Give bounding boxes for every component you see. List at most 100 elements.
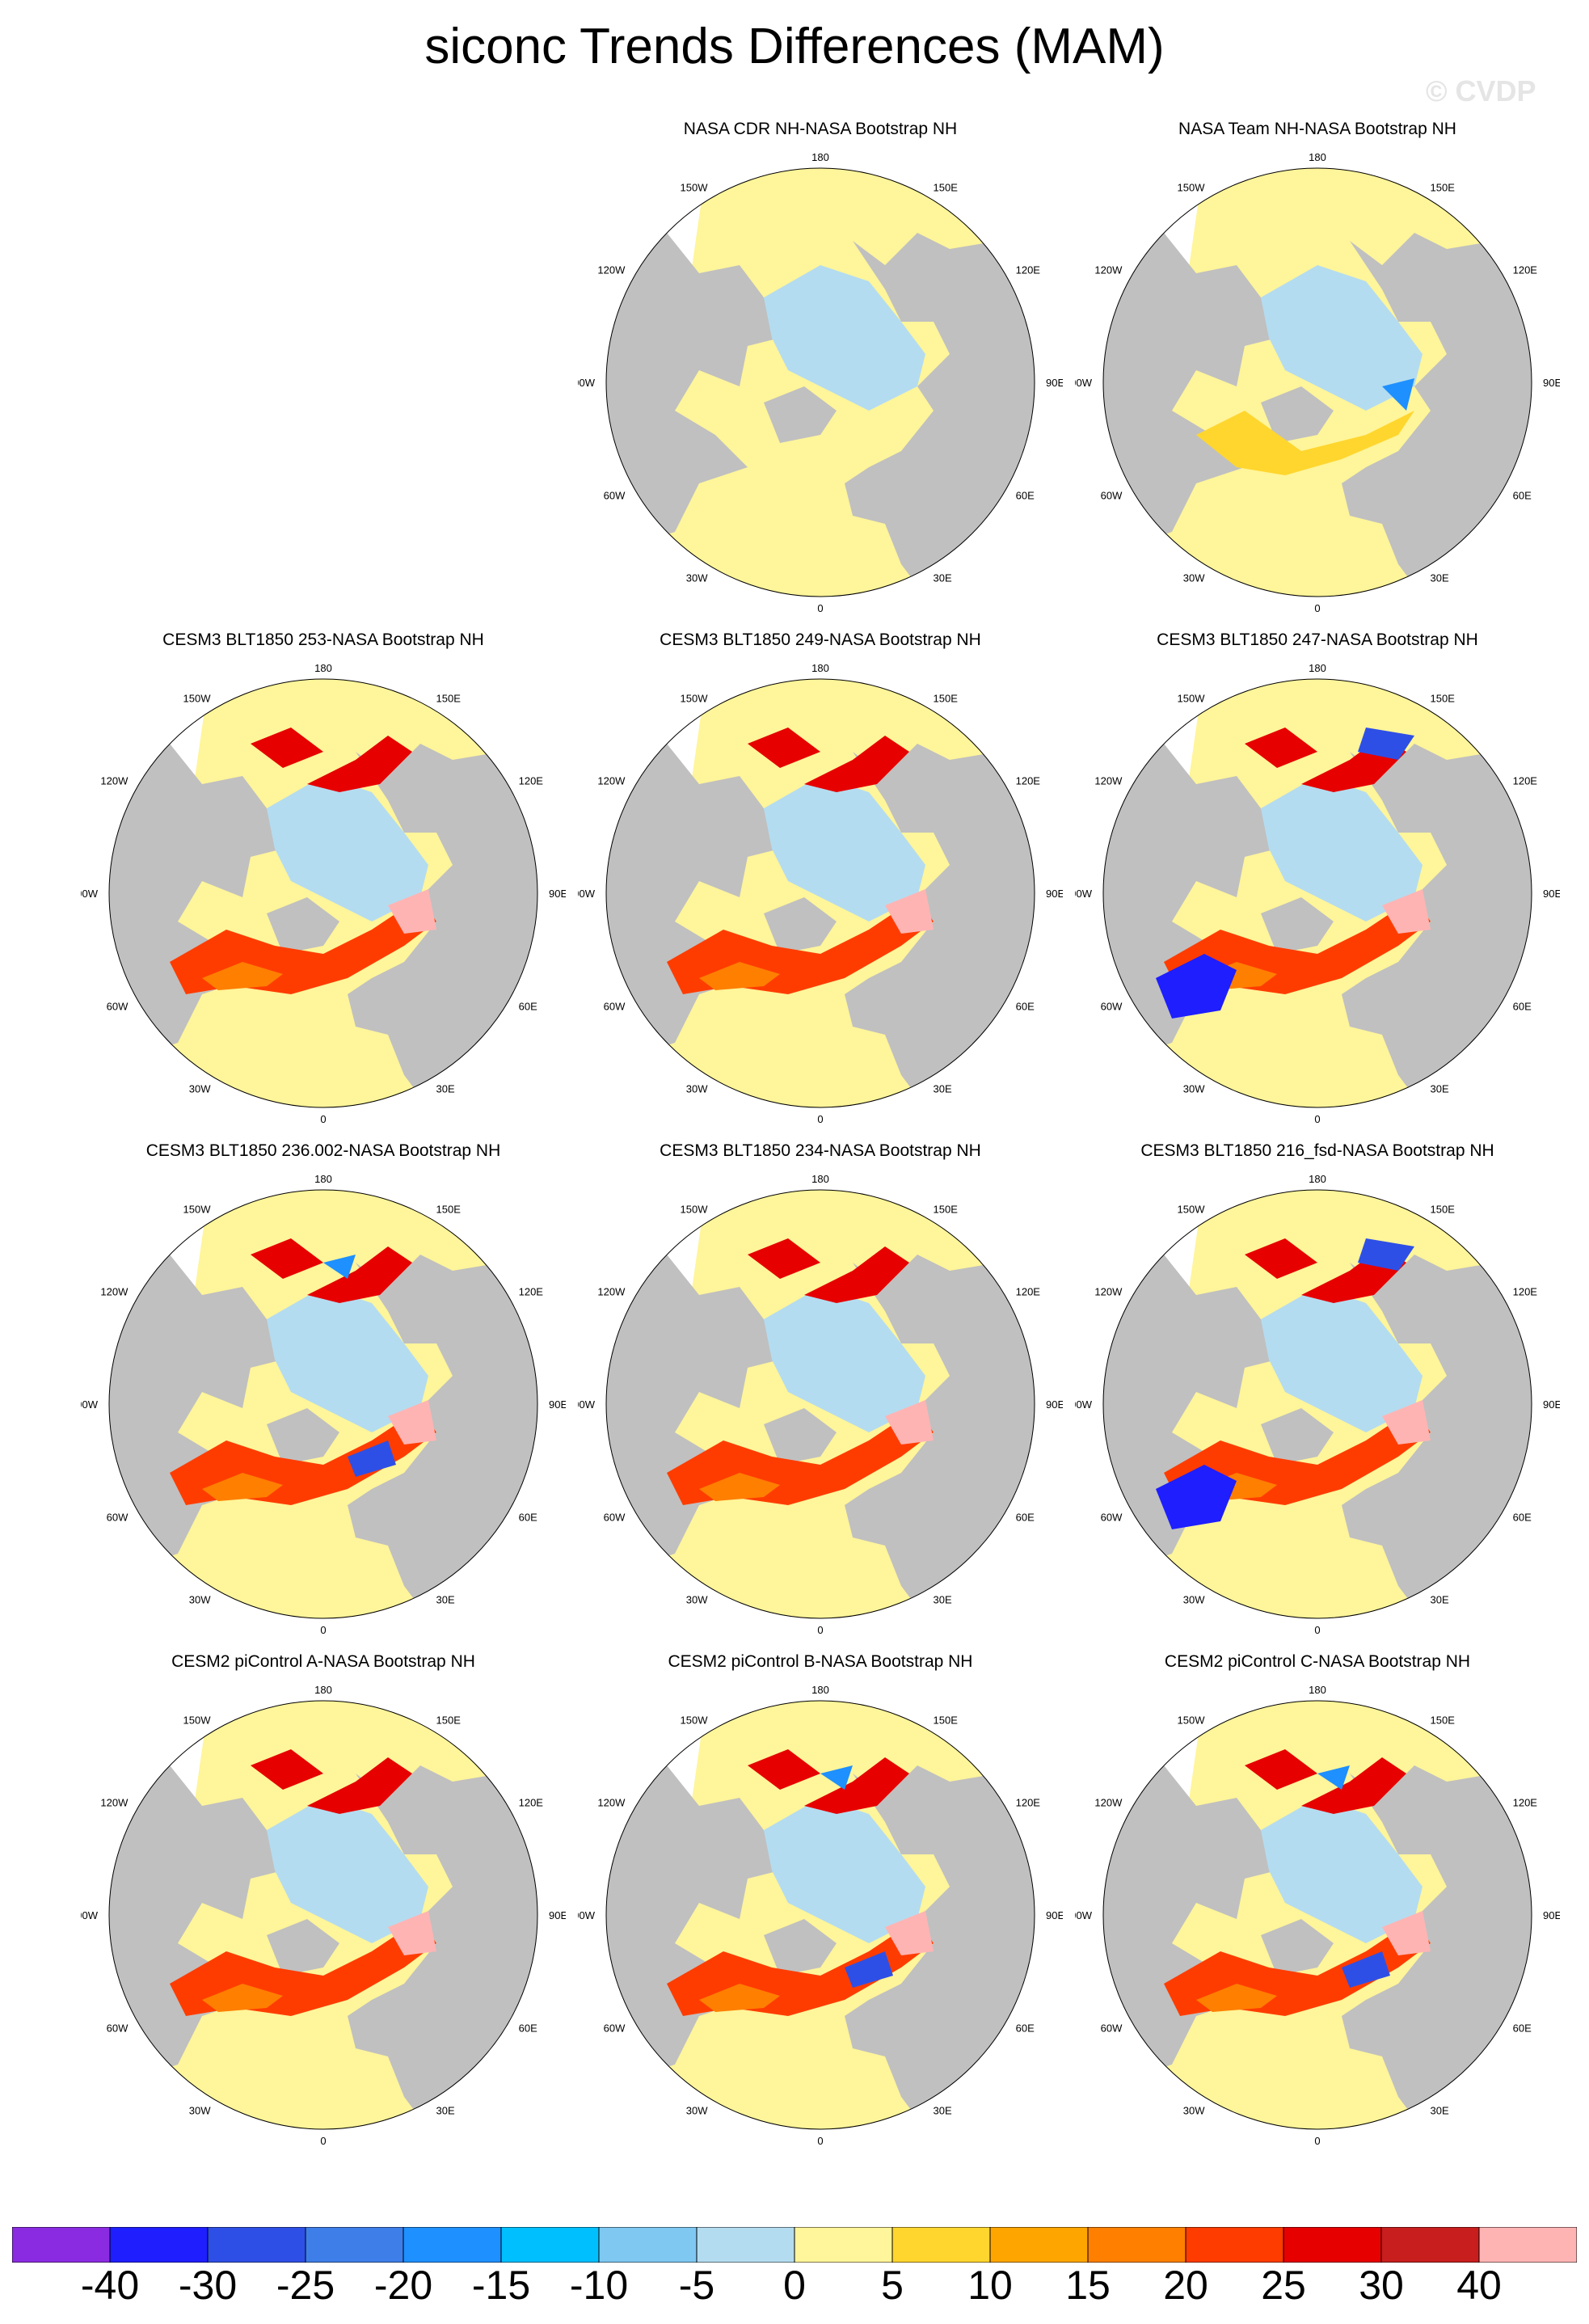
lon-label-l: 90W: [578, 888, 596, 900]
map-contents: [606, 1190, 1035, 1618]
lon-label-lr: 60E: [1016, 1001, 1035, 1013]
lon-label-top_l: 150W: [1178, 1203, 1206, 1215]
lon-label-ur: 120E: [519, 775, 544, 787]
lon-label-ur: 120E: [1513, 264, 1538, 276]
lon-label-ur: 120E: [519, 1797, 544, 1809]
lon-label-bottom: 0: [817, 1113, 823, 1125]
polar-map: 180 150E 120E 90E 60E 30E 0 30W 60W 90W 120W 150W: [81, 662, 566, 1125]
map-contents: [606, 168, 1035, 597]
colorbar-label: -40: [80, 2263, 140, 2308]
panel-title: CESM3 BLT1850 247-NASA Bootstrap NH: [1157, 631, 1478, 649]
colorbar-label: 5: [881, 2263, 904, 2308]
map-contents: [1103, 679, 1532, 1107]
lon-label-ul: 120W: [597, 775, 626, 787]
lon-label-r: 90E: [549, 888, 566, 900]
lon-label-ll: 60W: [107, 1512, 129, 1524]
colorbar-label: 20: [1163, 2263, 1208, 2308]
lon-label-bl: 30W: [1183, 2105, 1205, 2117]
lon-label-bl: 30W: [686, 572, 708, 584]
lon-label-lr: 60E: [519, 1512, 537, 1524]
lon-label-ul: 120W: [100, 1286, 129, 1298]
lon-label-l: 90W: [1075, 888, 1093, 900]
panel-title: CESM3 BLT1850 249-NASA Bootstrap NH: [660, 631, 981, 649]
map-panel: NASA Team NH-NASA Bootstrap NH 180 150E 120…: [1075, 120, 1560, 621]
lon-label-ul: 120W: [100, 1797, 129, 1809]
colorbar-label: 40: [1456, 2263, 1502, 2308]
map-panel: CESM2 piControl A-NASA Bootstrap NH 180 15…: [81, 1652, 566, 2153]
lon-label-bottom: 0: [817, 1624, 823, 1636]
lon-label-bottom: 0: [1314, 602, 1320, 614]
lon-label-br: 30E: [934, 1083, 952, 1095]
cvdp-watermark: © CVDP: [1426, 74, 1536, 108]
lon-label-bl: 30W: [686, 1594, 708, 1606]
lon-label-top_l: 150W: [183, 692, 212, 704]
lon-label-l: 90W: [578, 377, 596, 389]
lon-label-br: 30E: [436, 2105, 455, 2117]
lon-label-ll: 60W: [1101, 1001, 1123, 1013]
colorbar-swatch: [12, 2227, 111, 2263]
lon-label-ll: 60W: [604, 1001, 626, 1013]
lon-label-bl: 30W: [686, 1083, 708, 1095]
colorbar-label: 10: [967, 2263, 1013, 2308]
polar-map: 180 150E 120E 90E 60E 30E 0 30W 60W 90W 120W 150W: [1075, 151, 1560, 614]
lon-label-r: 90E: [1046, 888, 1063, 900]
lon-label-br: 30E: [934, 572, 952, 584]
lon-label-top: 180: [1309, 662, 1326, 674]
map-panel: CESM2 piControl C-NASA Bootstrap NH 180 15…: [1075, 1652, 1560, 2153]
lon-label-top: 180: [811, 151, 829, 163]
lon-label-bl: 30W: [189, 2105, 211, 2117]
map-contents: [109, 1190, 537, 1618]
panel-title: NASA CDR NH-NASA Bootstrap NH: [683, 120, 958, 138]
lon-label-r: 90E: [1543, 377, 1560, 389]
colorbar-label: -15: [471, 2263, 531, 2308]
lon-label-ul: 120W: [1094, 1797, 1123, 1809]
lon-label-bl: 30W: [189, 1083, 211, 1095]
panel-title: NASA Team NH-NASA Bootstrap NH: [1178, 120, 1456, 138]
polar-map: 180 150E 120E 90E 60E 30E 0 30W 60W 90W 120W 150W: [578, 662, 1063, 1125]
polar-map: 180 150E 120E 90E 60E 30E 0 30W 60W 90W 120W 150W: [578, 1684, 1063, 2147]
colorbar-label: -5: [678, 2263, 715, 2308]
lon-label-br: 30E: [436, 1594, 455, 1606]
lon-label-br: 30E: [934, 1594, 952, 1606]
lon-label-r: 90E: [1046, 1398, 1063, 1411]
colorbar-swatch: [1478, 2227, 1577, 2263]
colorbar-swatch: [696, 2227, 795, 2263]
colorbar-label: -30: [178, 2263, 238, 2308]
map-contents: [109, 679, 537, 1107]
lon-label-br: 30E: [1431, 2105, 1449, 2117]
lon-label-r: 90E: [549, 1909, 566, 1921]
polar-map: 180 150E 120E 90E 60E 30E 0 30W 60W 90W 120W 150W: [578, 151, 1063, 614]
polar-map: 180 150E 120E 90E 60E 30E 0 30W 60W 90W 120W 150W: [578, 1173, 1063, 1636]
map-panel: CESM3 BLT1850 249-NASA Bootstrap NH 180 15…: [578, 631, 1063, 1132]
lon-label-l: 90W: [1075, 1909, 1093, 1921]
lon-label-bottom: 0: [320, 1624, 326, 1636]
colorbar-label: 0: [783, 2263, 806, 2308]
lon-label-bl: 30W: [1183, 1594, 1205, 1606]
panel-title: CESM3 BLT1850 216_fsd-NASA Bootstrap NH: [1140, 1141, 1494, 1160]
lon-label-r: 90E: [1543, 1909, 1560, 1921]
lon-label-br: 30E: [1431, 1083, 1449, 1095]
lon-label-ul: 120W: [597, 1286, 626, 1298]
colorbar-label: 25: [1261, 2263, 1306, 2308]
colorbar-swatch: [598, 2227, 698, 2263]
colorbar-swatch: [109, 2227, 209, 2263]
lon-label-top: 180: [314, 1173, 332, 1185]
colorbar-swatch: [989, 2227, 1089, 2263]
lon-label-ul: 120W: [597, 264, 626, 276]
lon-label-bl: 30W: [1183, 572, 1205, 584]
lon-label-ur: 120E: [1513, 1286, 1538, 1298]
map-contents: [1103, 1190, 1532, 1618]
map-panel: CESM3 BLT1850 216_fsd-NASA Bootstrap NH 1…: [1075, 1141, 1560, 1643]
figure-title: siconc Trends Differences (MAM): [424, 19, 1165, 74]
lon-label-top_r: 150E: [1431, 1203, 1456, 1215]
lon-label-ll: 60W: [604, 2022, 626, 2035]
panel-title: CESM3 BLT1850 234-NASA Bootstrap NH: [660, 1141, 981, 1160]
lon-label-top_r: 150E: [934, 692, 959, 704]
lon-label-top_l: 150W: [681, 692, 709, 704]
lon-label-top_l: 150W: [1178, 692, 1206, 704]
colorbar-label: 30: [1359, 2263, 1404, 2308]
lon-label-l: 90W: [1075, 377, 1093, 389]
lon-label-l: 90W: [578, 1398, 596, 1411]
lon-label-bl: 30W: [1183, 1083, 1205, 1095]
lon-label-top_l: 150W: [183, 1714, 212, 1726]
